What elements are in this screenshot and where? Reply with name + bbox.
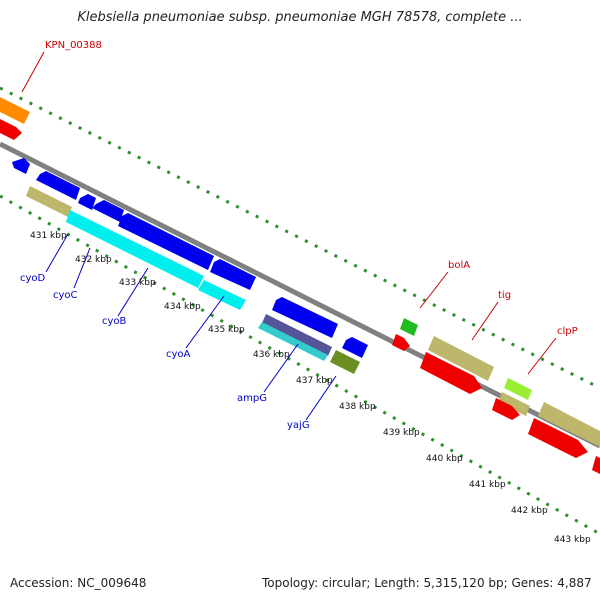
feature-cyo-cyan bbox=[66, 210, 204, 288]
gene-label-cyoa[interactable]: cyoA bbox=[166, 349, 191, 360]
feature-lon-red bbox=[592, 456, 600, 474]
feature-kpn00388-orange bbox=[0, 97, 30, 124]
kbp-label-442: 442 kbp bbox=[511, 506, 548, 516]
feature-ampg-cyan bbox=[258, 322, 328, 361]
kbp-label-436: 436 kbp bbox=[253, 350, 290, 360]
feature-cyoa-cyan bbox=[198, 280, 246, 310]
kbp-labels: 431 kbp 432 kbp 433 kbp 434 kbp 435 kbp … bbox=[30, 231, 591, 545]
kbp-label-443: 443 kbp bbox=[554, 535, 591, 545]
gene-label-clpp[interactable]: clpP bbox=[557, 326, 578, 337]
kbp-label-432: 432 kbp bbox=[75, 255, 112, 265]
feature-clpx-olive bbox=[538, 402, 600, 447]
leader-cyob bbox=[117, 267, 149, 317]
feature-yaje-blue bbox=[342, 337, 368, 358]
feature-ampg-stripe bbox=[262, 314, 332, 356]
gene-label-kpn00388[interactable]: KPN_00388 bbox=[45, 40, 102, 51]
kbp-label-437: 437 kbp bbox=[296, 376, 333, 386]
feature-cyob-blue bbox=[118, 213, 214, 270]
gene-label-bola[interactable]: bolA bbox=[448, 260, 470, 271]
leader-tig bbox=[471, 301, 499, 341]
gene-label-tig[interactable]: tig bbox=[498, 290, 511, 301]
feature-tig-red bbox=[420, 352, 482, 394]
feature-clpp-lime bbox=[504, 378, 532, 400]
leader-ampg bbox=[263, 343, 299, 393]
feature-small-blue bbox=[12, 158, 30, 174]
reverse-features bbox=[12, 158, 368, 374]
feature-cyod-blue bbox=[78, 194, 96, 210]
leader-bola bbox=[419, 271, 449, 309]
gene-label-yajg[interactable]: yajG bbox=[287, 420, 310, 431]
gene-label-ampg[interactable]: ampG bbox=[237, 393, 267, 404]
leader-clpp bbox=[527, 337, 557, 375]
outer-dotted-track bbox=[0, 86, 600, 390]
feature-ampg-blue bbox=[272, 297, 338, 338]
feature-clpx-red bbox=[528, 418, 588, 458]
backbone bbox=[0, 141, 600, 449]
kbp-label-434: 434 kbp bbox=[164, 302, 201, 312]
kbp-label-433: 433 kbp bbox=[119, 278, 156, 288]
feature-yajg-olive bbox=[330, 350, 360, 374]
kbp-label-435: 435 kbp bbox=[208, 325, 245, 335]
gene-label-cyob[interactable]: cyoB bbox=[102, 316, 127, 327]
feature-cyoa-blue bbox=[210, 259, 256, 290]
kbp-label-441: 441 kbp bbox=[469, 480, 506, 490]
kbp-label-440: 440 kbp bbox=[426, 454, 463, 464]
leader-cyoc bbox=[73, 247, 91, 289]
feature-tig-olive bbox=[428, 336, 494, 381]
leader-kpn00388 bbox=[21, 51, 45, 93]
gene-labels: KPN_00388 cyoD cyoC cyoB cyoA ampG yajG … bbox=[20, 40, 578, 431]
gene-label-cyod[interactable]: cyoD bbox=[20, 273, 46, 284]
topology-summary: Topology: circular; Length: 5,315,120 bp… bbox=[262, 576, 592, 590]
accession-text: Accession: NC_009648 bbox=[10, 576, 147, 590]
feature-cyoc-blue bbox=[92, 200, 124, 222]
feature-kpn00388-red bbox=[0, 119, 22, 140]
kbp-label-439: 439 kbp bbox=[383, 428, 420, 438]
feature-cyoe-olive bbox=[26, 186, 72, 217]
leader-lines bbox=[21, 51, 557, 421]
feature-clpp-olive bbox=[498, 392, 530, 416]
kbp-label-431: 431 kbp bbox=[30, 231, 67, 241]
leader-yajg bbox=[305, 375, 337, 421]
feature-cyoe-blue bbox=[36, 171, 80, 200]
feature-bola-red bbox=[392, 334, 410, 351]
leader-cyod bbox=[45, 233, 69, 273]
kbp-label-438: 438 kbp bbox=[339, 402, 376, 412]
map-title: Klebsiella pneumoniae subsp. pneumoniae … bbox=[77, 10, 523, 25]
leader-cyoa bbox=[185, 295, 225, 349]
feature-clpp-red bbox=[492, 398, 520, 420]
inner-dotted-track bbox=[0, 194, 600, 536]
forward-features bbox=[0, 97, 600, 474]
gene-label-cyoc[interactable]: cyoC bbox=[53, 290, 78, 301]
feature-bola-green bbox=[400, 318, 418, 336]
